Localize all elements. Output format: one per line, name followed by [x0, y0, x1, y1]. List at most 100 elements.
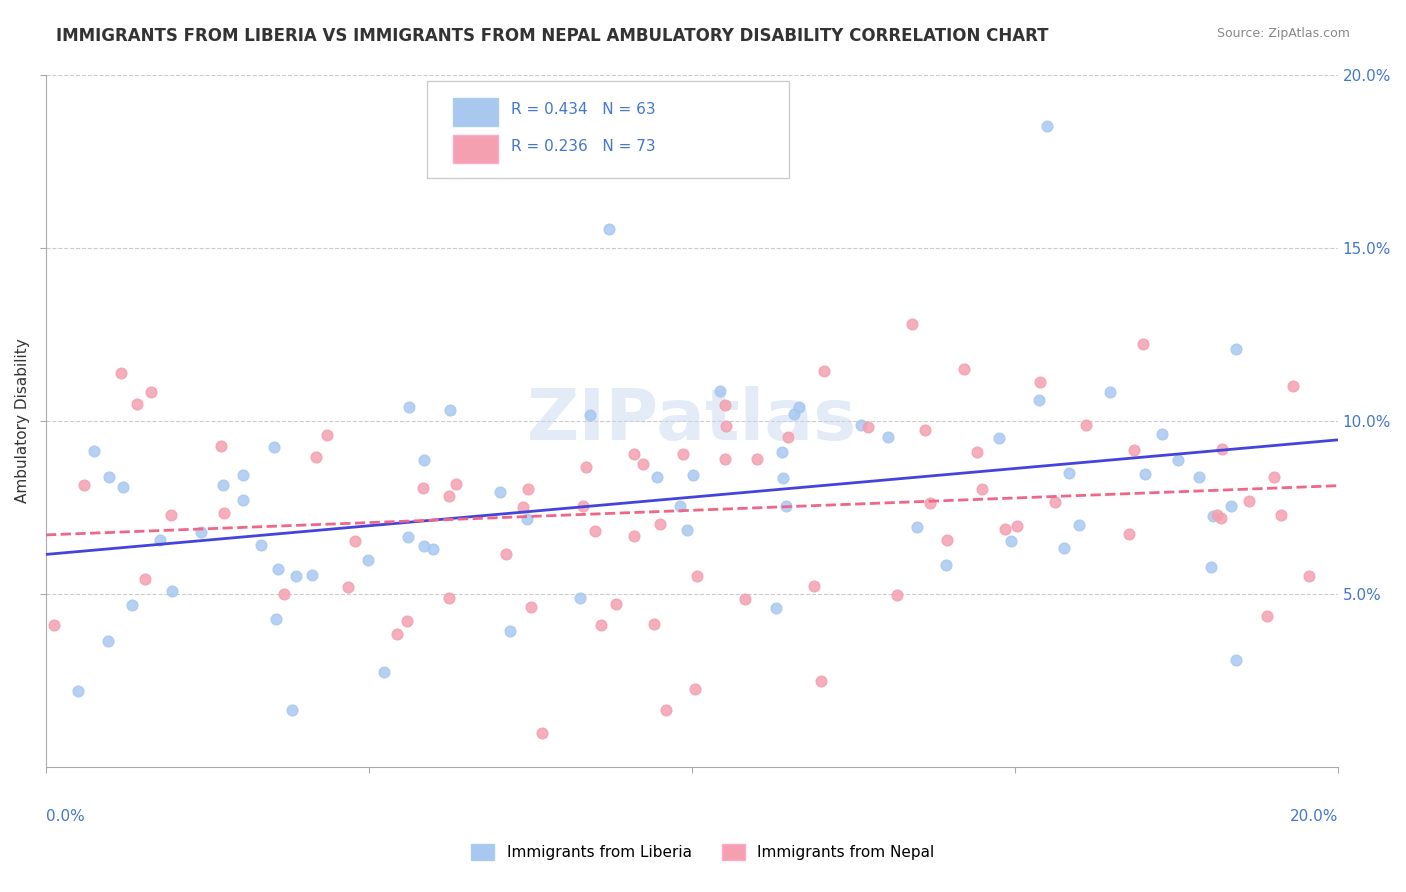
Immigrants from Nepal	[623, 529, 645, 543]
Immigrants from Liberia	[645, 470, 668, 484]
Immigrants from Nepal	[1281, 379, 1303, 393]
Immigrants from Nepal	[716, 419, 738, 434]
Immigrants from Nepal	[856, 419, 879, 434]
Immigrants from Liberia	[190, 524, 212, 539]
Immigrants from Nepal	[337, 580, 360, 594]
Immigrants from Liberia	[876, 430, 898, 444]
Immigrants from Nepal	[901, 318, 924, 332]
Immigrants from Liberia	[1225, 343, 1247, 357]
Immigrants from Nepal	[1263, 470, 1285, 484]
Immigrants from Nepal	[1209, 510, 1232, 524]
Immigrants from Nepal	[139, 384, 162, 399]
Immigrants from Nepal	[439, 490, 461, 504]
Immigrants from Nepal	[914, 423, 936, 437]
Text: IMMIGRANTS FROM LIBERIA VS IMMIGRANTS FROM NEPAL AMBULATORY DISABILITY CORRELATI: IMMIGRANTS FROM LIBERIA VS IMMIGRANTS FR…	[56, 27, 1049, 45]
Immigrants from Nepal	[966, 445, 988, 459]
Immigrants from Liberia	[709, 384, 731, 398]
Immigrants from Liberia	[112, 480, 135, 494]
Y-axis label: Ambulatory Disability: Ambulatory Disability	[15, 339, 30, 503]
Immigrants from Liberia	[97, 634, 120, 648]
Immigrants from Nepal	[672, 447, 695, 461]
Immigrants from Nepal	[531, 725, 554, 739]
Immigrants from Nepal	[1074, 417, 1097, 432]
Immigrants from Nepal	[623, 447, 645, 461]
Immigrants from Nepal	[747, 452, 769, 467]
Text: ZIPatlas: ZIPatlas	[527, 386, 856, 456]
Immigrants from Liberia	[568, 591, 591, 605]
Legend: Immigrants from Liberia, Immigrants from Nepal: Immigrants from Liberia, Immigrants from…	[465, 838, 941, 866]
Immigrants from Nepal	[714, 398, 737, 412]
Immigrants from Nepal	[734, 591, 756, 606]
Immigrants from Liberia	[1000, 533, 1022, 548]
Immigrants from Nepal	[803, 579, 825, 593]
Immigrants from Liberia	[598, 222, 620, 236]
Immigrants from Liberia	[987, 431, 1010, 445]
Immigrants from Liberia	[516, 512, 538, 526]
Immigrants from Nepal	[73, 478, 96, 492]
Immigrants from Liberia	[413, 539, 436, 553]
Immigrants from Nepal	[1043, 495, 1066, 509]
Immigrants from Liberia	[676, 524, 699, 538]
Text: 0.0%: 0.0%	[46, 809, 84, 824]
Immigrants from Liberia	[301, 567, 323, 582]
Immigrants from Nepal	[412, 481, 434, 495]
Immigrants from Liberia	[789, 401, 811, 415]
Immigrants from Liberia	[772, 471, 794, 485]
Immigrants from Liberia	[1028, 393, 1050, 408]
Immigrants from Nepal	[343, 534, 366, 549]
Immigrants from Nepal	[605, 597, 627, 611]
Immigrants from Nepal	[315, 428, 337, 442]
Immigrants from Nepal	[1256, 609, 1278, 624]
Immigrants from Nepal	[517, 482, 540, 496]
Immigrants from Nepal	[936, 533, 959, 547]
Immigrants from Nepal	[589, 618, 612, 632]
Immigrants from Liberia	[211, 477, 233, 491]
Immigrants from Nepal	[512, 500, 534, 515]
Immigrants from Liberia	[263, 440, 285, 454]
Immigrants from Nepal	[444, 477, 467, 491]
Immigrants from Nepal	[127, 397, 149, 411]
Immigrants from Liberia	[1053, 541, 1076, 555]
Immigrants from Nepal	[643, 617, 665, 632]
Immigrants from Nepal	[778, 430, 800, 444]
Immigrants from Nepal	[209, 439, 232, 453]
Text: 20.0%: 20.0%	[1289, 809, 1337, 824]
Immigrants from Liberia	[66, 684, 89, 698]
Immigrants from Nepal	[1029, 375, 1052, 389]
Immigrants from Nepal	[994, 522, 1017, 536]
Immigrants from Nepal	[575, 459, 598, 474]
Immigrants from Liberia	[98, 469, 121, 483]
Immigrants from Liberia	[439, 402, 461, 417]
Immigrants from Nepal	[886, 587, 908, 601]
Immigrants from Nepal	[110, 366, 132, 380]
Immigrants from Liberia	[121, 598, 143, 612]
Immigrants from Nepal	[713, 452, 735, 467]
Immigrants from Liberia	[396, 530, 419, 544]
Immigrants from Liberia	[1220, 499, 1243, 513]
Immigrants from Nepal	[1123, 443, 1146, 458]
Immigrants from Liberia	[770, 445, 793, 459]
Immigrants from Nepal	[1206, 508, 1229, 522]
Immigrants from Nepal	[810, 673, 832, 688]
Immigrants from Nepal	[583, 524, 606, 538]
Immigrants from Nepal	[1211, 442, 1233, 456]
Immigrants from Liberia	[266, 612, 288, 626]
Immigrants from Liberia	[412, 452, 434, 467]
Immigrants from Nepal	[439, 591, 461, 605]
Immigrants from Nepal	[1132, 336, 1154, 351]
Text: R = 0.236   N = 73: R = 0.236 N = 73	[510, 139, 655, 154]
Immigrants from Liberia	[232, 493, 254, 508]
Immigrants from Liberia	[398, 400, 420, 414]
Immigrants from Nepal	[953, 362, 976, 376]
Immigrants from Liberia	[1036, 120, 1059, 134]
Immigrants from Nepal	[920, 496, 942, 510]
Immigrants from Liberia	[285, 568, 308, 582]
Immigrants from Nepal	[44, 618, 66, 632]
Immigrants from Liberia	[1167, 453, 1189, 467]
Immigrants from Liberia	[935, 558, 957, 573]
Immigrants from Nepal	[813, 364, 835, 378]
FancyBboxPatch shape	[453, 136, 498, 163]
Immigrants from Liberia	[1188, 470, 1211, 484]
Immigrants from Liberia	[373, 665, 395, 679]
Immigrants from Liberia	[1202, 508, 1225, 523]
